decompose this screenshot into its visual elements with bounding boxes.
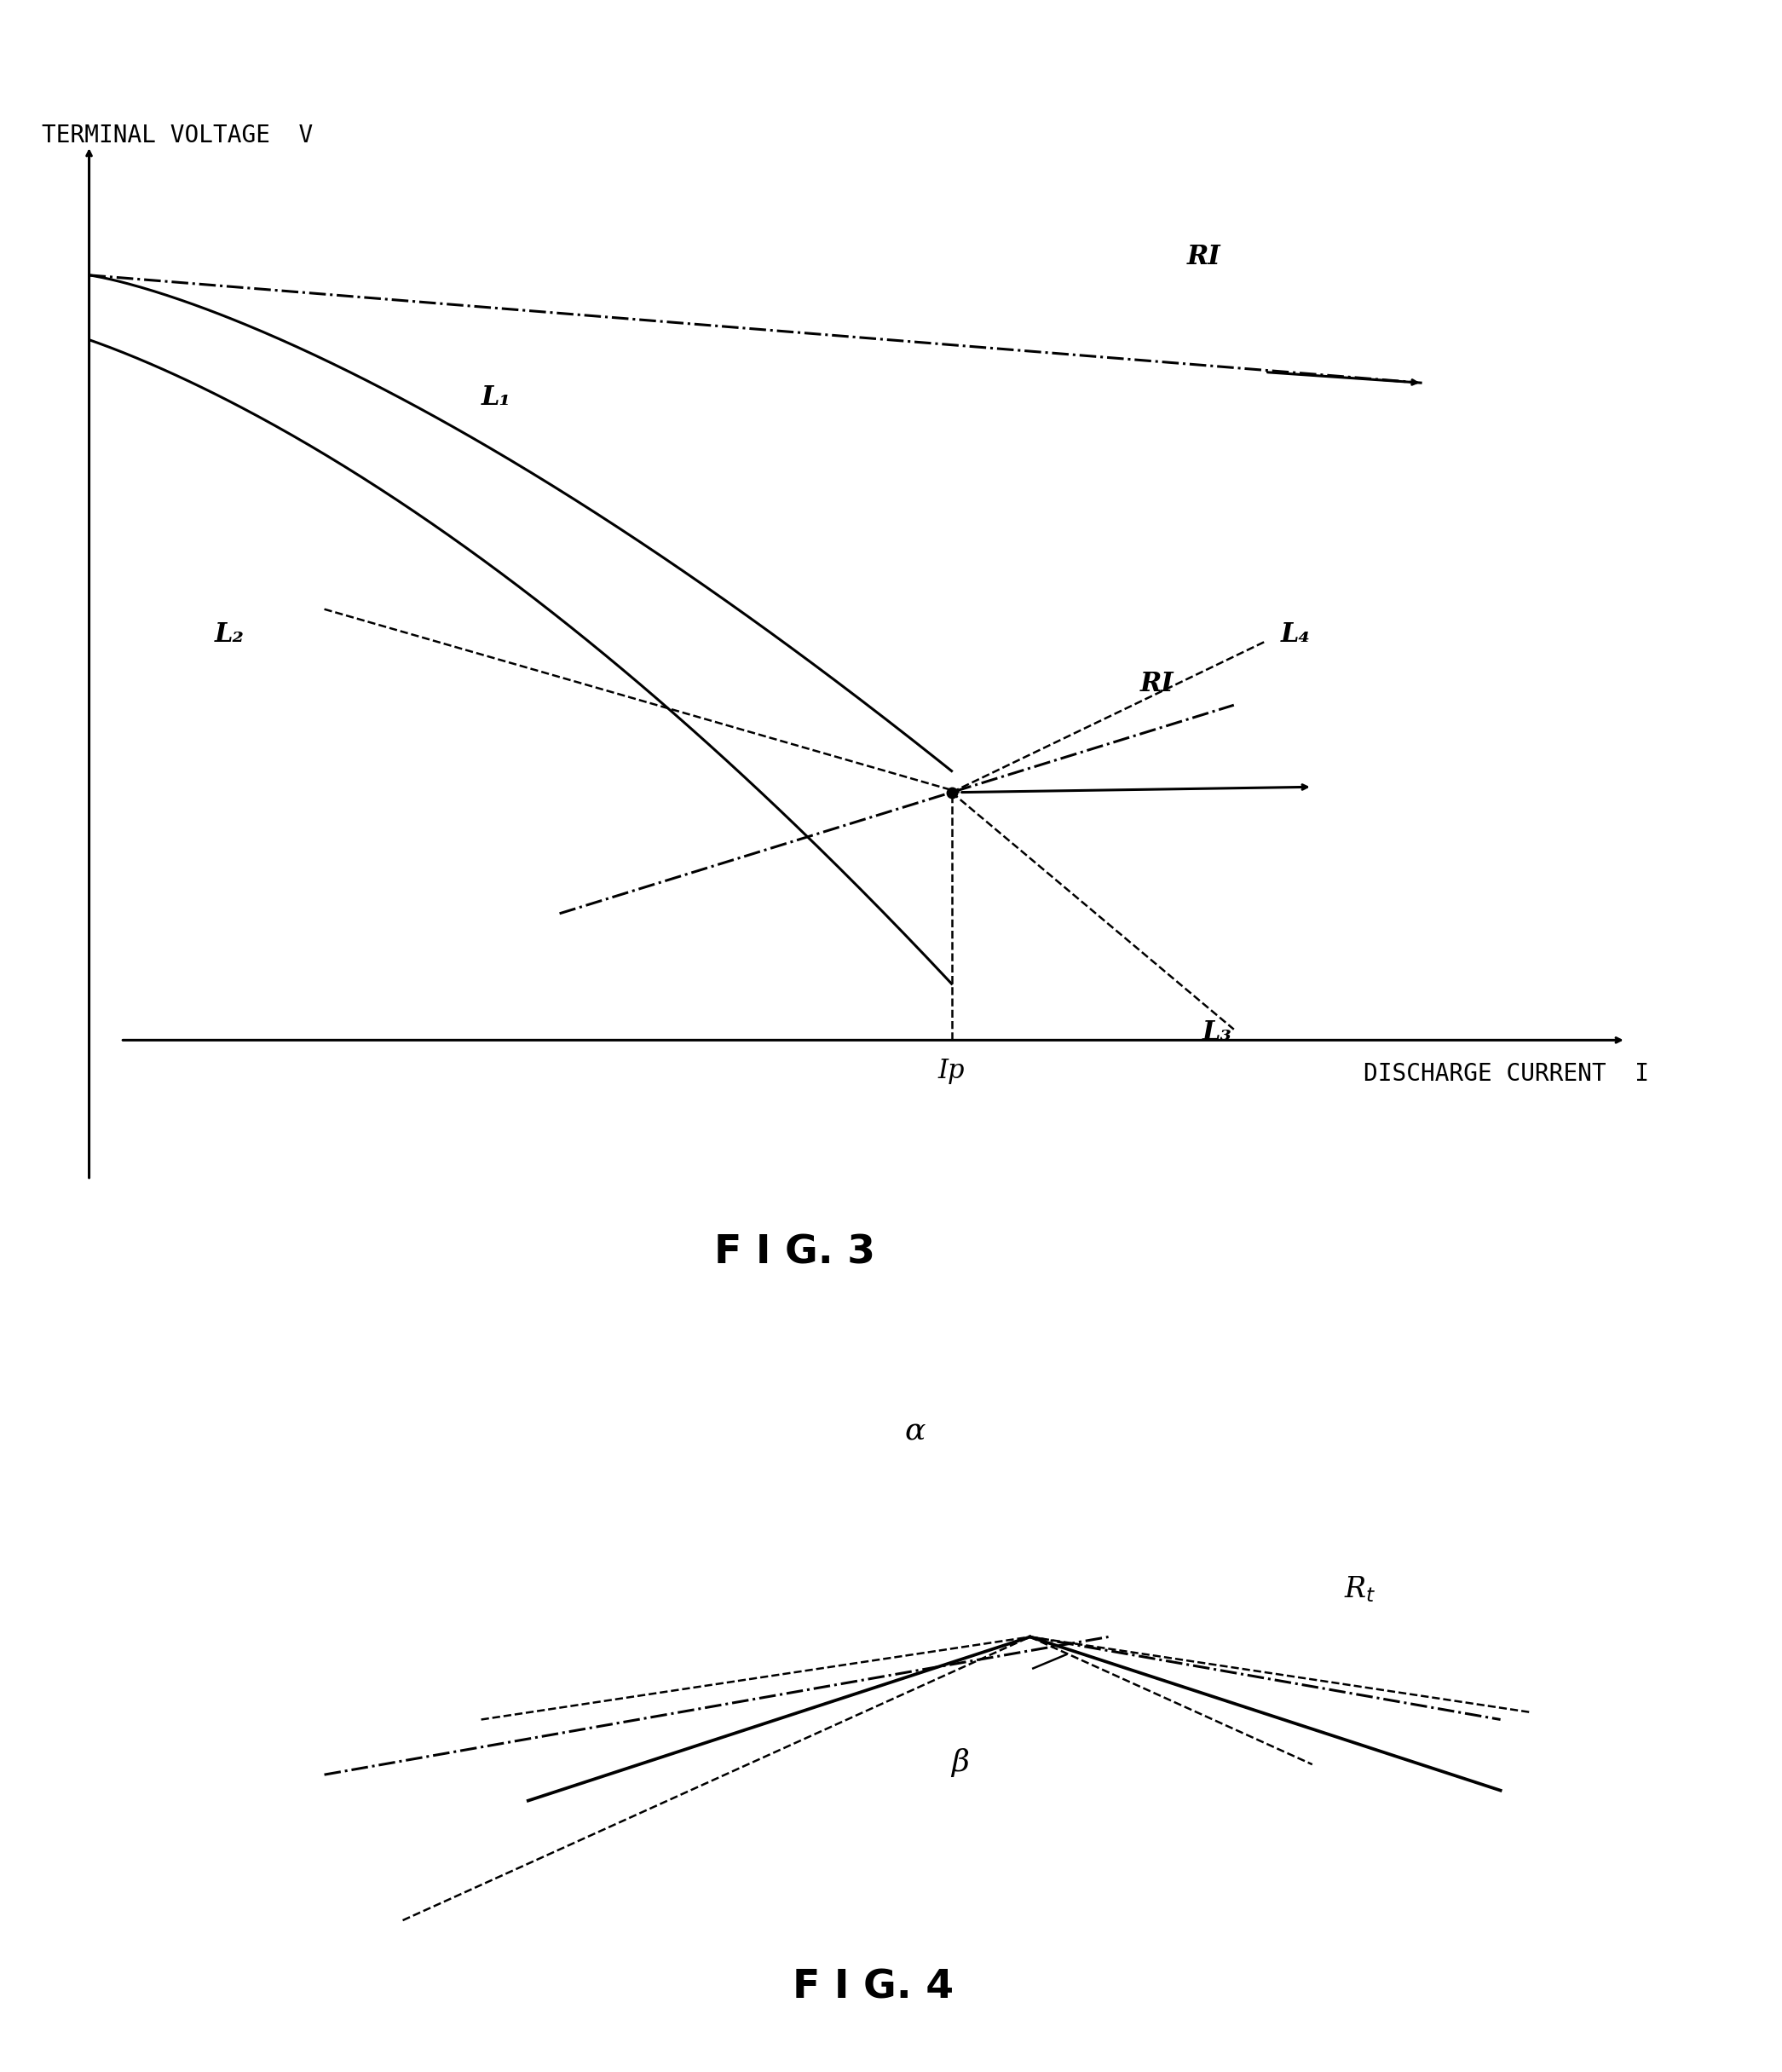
Text: RI: RI bbox=[1140, 671, 1174, 696]
Text: F I G. 4: F I G. 4 bbox=[793, 1968, 953, 2008]
Text: L₄: L₄ bbox=[1281, 622, 1310, 646]
Text: Ip: Ip bbox=[937, 1057, 966, 1084]
Text: TERMINAL VOLTAGE  V: TERMINAL VOLTAGE V bbox=[43, 122, 314, 147]
Text: L₃: L₃ bbox=[1203, 1019, 1231, 1046]
Text: DISCHARGE CURRENT  I: DISCHARGE CURRENT I bbox=[1363, 1061, 1650, 1086]
Text: L₁: L₁ bbox=[481, 383, 511, 410]
Text: F I G. 3: F I G. 3 bbox=[715, 1235, 875, 1272]
Text: L₂: L₂ bbox=[214, 622, 244, 646]
Text: RI: RI bbox=[1187, 244, 1221, 269]
Text: α: α bbox=[905, 1417, 925, 1446]
Text: β: β bbox=[952, 1747, 969, 1776]
Text: R$_t$: R$_t$ bbox=[1344, 1575, 1376, 1604]
